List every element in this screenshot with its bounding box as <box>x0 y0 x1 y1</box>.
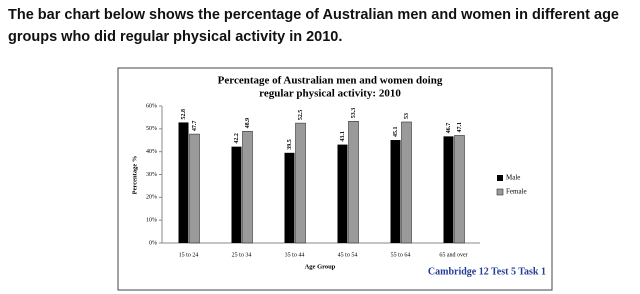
bar <box>443 136 454 243</box>
bar <box>390 140 401 243</box>
x-tick-label: 65 and over <box>439 252 467 258</box>
bar <box>348 120 359 244</box>
legend-swatch <box>497 175 503 181</box>
bar <box>454 135 465 244</box>
y-tick-label: 30% <box>146 172 157 178</box>
y-tick-label: 20% <box>146 195 157 201</box>
bar <box>242 131 253 244</box>
value-label: 53 <box>404 113 410 119</box>
x-tick-label: 45 to 54 <box>338 252 358 258</box>
x-axis-label: Age Group <box>305 263 336 270</box>
bar <box>401 121 412 244</box>
value-label: 52.8 <box>181 109 187 120</box>
x-tick-label: 25 to 34 <box>232 252 252 258</box>
bar <box>284 152 295 243</box>
bar <box>337 144 348 243</box>
y-tick-label: 10% <box>146 218 157 224</box>
y-tick-label: 0% <box>149 240 157 246</box>
chart-title: Percentage of Australian men and women d… <box>218 75 443 87</box>
chart-title: regular physical activity: 2010 <box>259 88 401 100</box>
y-tick-label: 40% <box>146 149 157 155</box>
heading: The bar chart below shows the percentage… <box>8 7 619 45</box>
bar <box>178 122 189 243</box>
y-axis-label: Percentage % <box>131 156 138 195</box>
value-label: 47.7 <box>192 121 198 132</box>
bar <box>189 133 200 244</box>
caption: Cambridge 12 Test 5 Task 1 <box>428 266 546 277</box>
x-tick-label: 35 to 44 <box>285 252 305 258</box>
legend-swatch <box>496 188 504 196</box>
legend-label: Female <box>506 188 527 196</box>
value-label: 43.1 <box>340 131 346 142</box>
x-tick-label: 55 to 64 <box>391 252 411 258</box>
value-label: 48.9 <box>245 118 251 129</box>
x-tick-label: 15 to 24 <box>179 252 199 258</box>
value-label: 46.7 <box>446 123 452 134</box>
y-tick-label: 50% <box>146 126 157 132</box>
value-label: 47.1 <box>457 122 463 133</box>
value-label: 45.1 <box>393 127 399 138</box>
bar <box>295 122 306 244</box>
value-label: 52.5 <box>298 110 304 121</box>
y-tick-label: 60% <box>146 103 157 109</box>
bar <box>231 146 242 243</box>
value-label: 39.5 <box>287 139 293 150</box>
value-label: 53.3 <box>351 108 357 119</box>
value-label: 42.2 <box>234 133 240 144</box>
legend-label: Male <box>506 174 520 182</box>
